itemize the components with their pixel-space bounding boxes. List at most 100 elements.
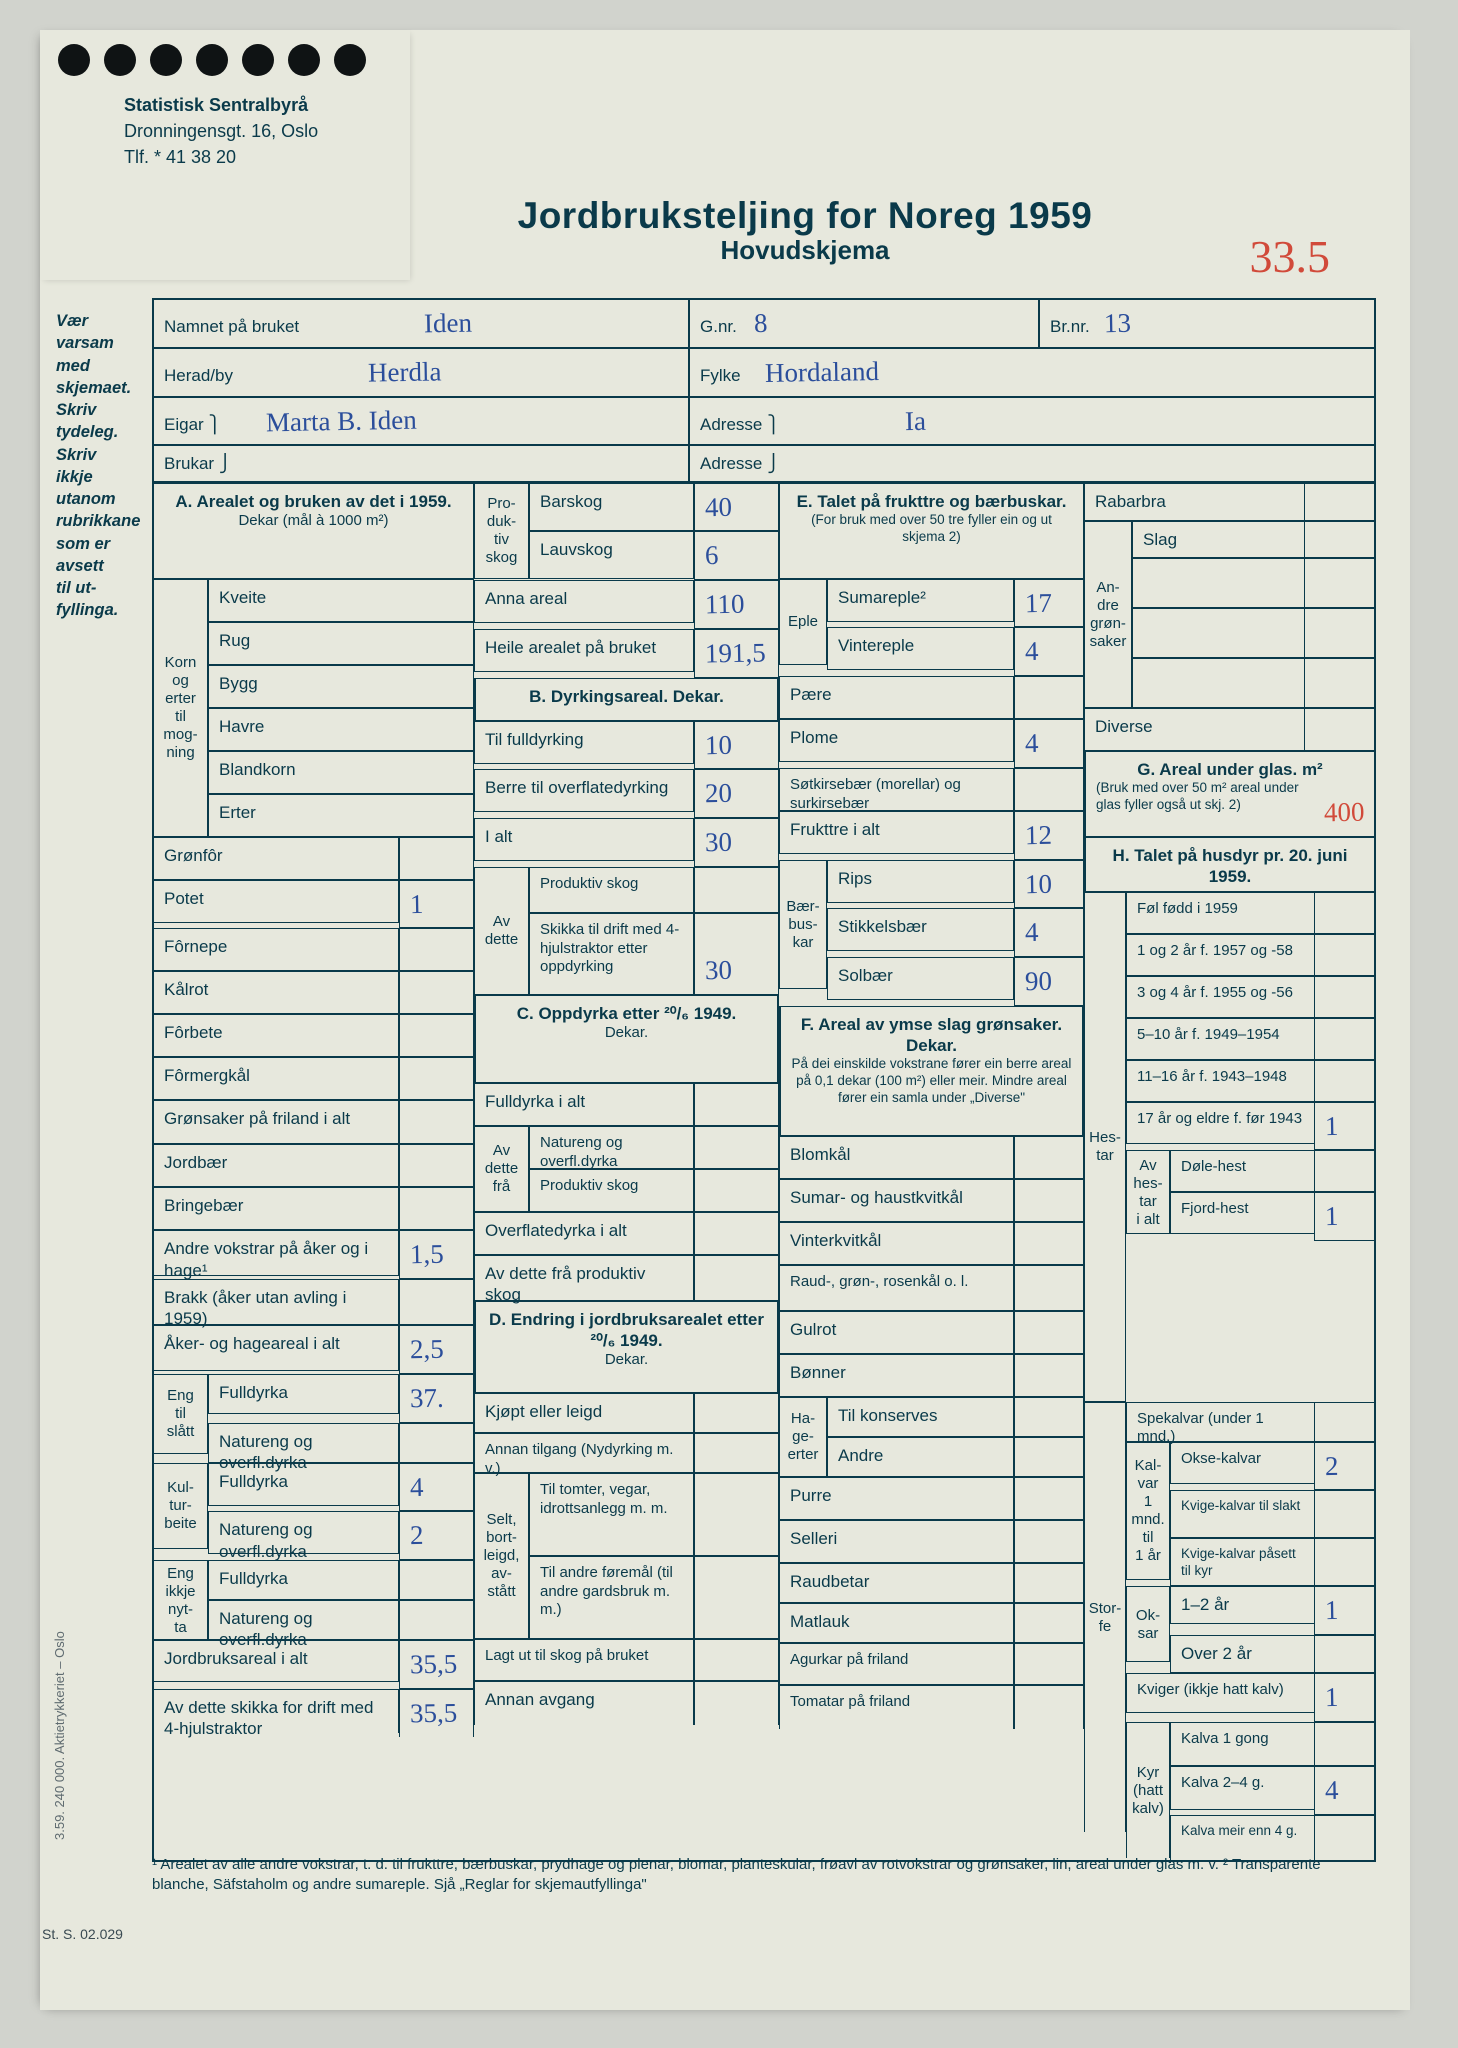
h-header: H. Talet på husdyr pr. 20. juni 1959. bbox=[1084, 837, 1374, 892]
a-kalrot: Kålrot bbox=[154, 971, 399, 1014]
e-vintereple-v: 4 bbox=[1025, 635, 1039, 669]
kul-nat: Natureng og overfl.dyrka bbox=[208, 1511, 399, 1554]
e-solbaer: Solbær bbox=[827, 957, 1014, 1000]
e-stikkels: Stikkelsbær bbox=[827, 908, 1014, 951]
avhestar: Avhes-tari alt bbox=[1133, 1157, 1162, 1229]
d-kjopt: Kjøpt eller leigd bbox=[474, 1393, 694, 1433]
hestar-side: Hes-tar bbox=[1089, 1129, 1121, 1165]
fylke-value: Hordaland bbox=[765, 355, 880, 391]
f-purre: Purre bbox=[779, 1477, 1014, 1520]
fjord-v: 1 bbox=[1325, 1200, 1339, 1234]
a-bygg: Bygg bbox=[208, 665, 474, 708]
user-label: Brukar bbox=[164, 454, 214, 473]
ok12-v: 1 bbox=[1325, 1594, 1339, 1628]
stamp-number: 33.5 bbox=[1250, 230, 1331, 283]
dole: Døle-hest bbox=[1170, 1150, 1314, 1192]
d-annan: Annan tilgang (Nydyrking m. v.) bbox=[474, 1433, 694, 1473]
heile-v: 191,5 bbox=[705, 636, 766, 671]
h-1116: 11–16 år f. 1943–1948 bbox=[1126, 1060, 1314, 1102]
slag: Slag bbox=[1132, 521, 1304, 558]
e-header: E. Talet på frukttre og bærbuskar. bbox=[790, 491, 1073, 512]
d-tomter: Til tomter, vegar, idrottsanlegg m. m. bbox=[529, 1473, 694, 1556]
skikka4hj: Av dette skikka for drift med 4-hjulstra… bbox=[154, 1689, 399, 1733]
org-address: Dronningensgt. 16, Oslo bbox=[124, 118, 380, 144]
d-header: D. Endring i jordbruksarealet etter ²⁰/₆… bbox=[486, 1309, 767, 1352]
f-header: F. Areal av ymse slag grønsaker. Dekar. bbox=[791, 1014, 1072, 1057]
g-value: 400 bbox=[1323, 795, 1364, 829]
herad-label: Herad/by bbox=[164, 366, 233, 385]
kalvar-side: Kal-var1mnd.til1 år bbox=[1131, 1457, 1164, 1565]
b-full: Til fulldyrking bbox=[474, 721, 694, 764]
a-andre: Andre vokstrar på åker og i hage¹ bbox=[154, 1230, 399, 1276]
e-plome: Plome bbox=[779, 719, 1014, 762]
oksar-side: Ok-sar bbox=[1136, 1607, 1160, 1643]
f-tomatar: Tomatar på friland bbox=[779, 1685, 1014, 1729]
kul-full-v: 4 bbox=[410, 1470, 424, 1504]
ein-full: Fulldyrka bbox=[208, 1560, 399, 1600]
f-sumar: Sumar- og haustkvitkål bbox=[779, 1179, 1014, 1222]
a-potet: Potet bbox=[154, 880, 399, 923]
jordbruksareal-v: 35,5 bbox=[410, 1648, 458, 1683]
a-gronfor: Grønfôr bbox=[154, 837, 399, 880]
a-kveite: Kveite bbox=[208, 579, 474, 622]
e-paere: Pære bbox=[779, 676, 1014, 719]
kviger-v: 1 bbox=[1325, 1681, 1339, 1715]
h-34: 3 og 4 år f. 1955 og -56 bbox=[1126, 976, 1314, 1018]
e-stikkels-v: 4 bbox=[1025, 916, 1039, 950]
f-raudbet: Raudbetar bbox=[779, 1563, 1014, 1603]
rabarbra: Rabarbra bbox=[1084, 483, 1304, 521]
jordbruksareal: Jordbruksareal i alt bbox=[154, 1640, 399, 1682]
a-fornepe: Fôrnepe bbox=[154, 928, 399, 971]
lauvskog-v: 6 bbox=[705, 539, 719, 573]
ok2p: Over 2 år bbox=[1170, 1635, 1314, 1673]
owner-value: Marta B. Iden bbox=[266, 403, 417, 439]
fjord: Fjord-hest bbox=[1170, 1192, 1314, 1234]
e-rips-v: 10 bbox=[1025, 867, 1053, 901]
b-ialt: I alt bbox=[474, 818, 694, 861]
f-hage: Ha-ge-erter bbox=[788, 1410, 819, 1464]
e-fruktialt: Frukttre i alt bbox=[779, 811, 1014, 854]
d-lagtut: Lagt ut til skog på bruket bbox=[474, 1639, 694, 1681]
eng-nat: Natureng og overfl.dyrka bbox=[208, 1423, 399, 1463]
a-erter: Erter bbox=[208, 794, 474, 837]
org-name: Statistisk Sentralbyrå bbox=[124, 92, 380, 118]
a-akerhage-v: 2,5 bbox=[410, 1333, 444, 1367]
brnr-label: Br.nr. bbox=[1050, 317, 1090, 336]
f-agurkar: Agurkar på friland bbox=[779, 1643, 1014, 1685]
a-potet-v: 1 bbox=[410, 887, 424, 921]
brnr-value: 13 bbox=[1104, 307, 1132, 341]
f-sub: På dei einskilde vokstrane fører ein ber… bbox=[791, 1056, 1072, 1107]
a-gronsakfri: Grønsaker på friland i alt bbox=[154, 1100, 399, 1144]
a-formerg: Fôrmergkål bbox=[154, 1057, 399, 1100]
org-phone: Tlf. * 41 38 20 bbox=[124, 144, 380, 170]
a-blandkorn: Blandkorn bbox=[208, 751, 474, 794]
b-prodskog: Produktiv skog bbox=[529, 867, 694, 913]
k24: Kalva 2–4 g. bbox=[1170, 1766, 1314, 1810]
owner-label: Eigar bbox=[164, 415, 204, 434]
eng-side: Engtilslått bbox=[167, 1387, 195, 1441]
farm-label: Namnet på bruket bbox=[164, 317, 299, 336]
c-nat: Natureng og overfl.dyrka bbox=[529, 1126, 694, 1169]
c-full: Fulldyrka i alt bbox=[474, 1083, 694, 1126]
h-510: 5–10 år f. 1949–1954 bbox=[1126, 1018, 1314, 1060]
ein-nat: Natureng og overfl.dyrka bbox=[208, 1600, 399, 1640]
f-selleri: Selleri bbox=[779, 1520, 1014, 1563]
c-av: Avdettefrå bbox=[485, 1142, 518, 1196]
gnr-label: G.nr. bbox=[700, 317, 737, 336]
diverse: Diverse bbox=[1084, 708, 1304, 751]
paper-sheet: Statistisk Sentralbyrå Dronningensgt. 16… bbox=[40, 30, 1410, 2010]
gnr-value: 8 bbox=[753, 307, 767, 341]
ein-side: Engikkjenyt-ta bbox=[165, 1565, 195, 1637]
d-annanav: Annan avgang bbox=[474, 1681, 694, 1725]
b-skikka-v: 30 bbox=[705, 954, 733, 988]
title-main: Jordbruksteljing for Noreg 1959 bbox=[470, 195, 1140, 237]
c-sub: Dekar. bbox=[486, 1024, 767, 1043]
owner-addr-value: Ia bbox=[904, 404, 926, 438]
b-ialt-v: 30 bbox=[705, 826, 733, 860]
k24-v: 4 bbox=[1325, 1774, 1339, 1808]
f-raud: Raud-, grøn-, rosenkål o. l. bbox=[779, 1265, 1014, 1311]
user-addr-label: Adresse bbox=[700, 454, 762, 473]
f-matlauk: Matlauk bbox=[779, 1603, 1014, 1643]
eng-full-v: 37. bbox=[410, 1381, 444, 1415]
eng-full: Fulldyrka bbox=[208, 1374, 399, 1414]
